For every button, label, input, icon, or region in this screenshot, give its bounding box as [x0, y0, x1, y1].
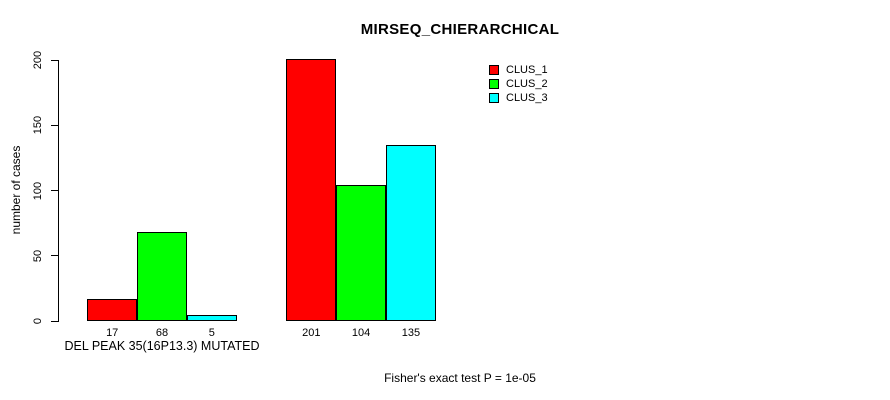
- y-tick-label-150: 150: [32, 116, 44, 135]
- bar-value-clus_3-group-2: 135: [401, 327, 421, 339]
- bar-clus_2-group-1: [137, 232, 187, 321]
- chart-title: MIRSEQ_CHIERARCHICAL: [360, 21, 560, 38]
- legend-swatch-clus_3: [489, 93, 499, 103]
- y-axis-line: [58, 60, 59, 322]
- bar-clus_2-group-2: [336, 185, 386, 321]
- bar-clus_1-group-2: [286, 58, 337, 321]
- bar-value-clus_1-group-1: 17: [106, 327, 119, 339]
- bar-clus_3-group-1: [186, 314, 237, 321]
- legend-swatch-clus_1: [489, 65, 499, 75]
- bar-value-clus_1-group-2: 201: [302, 327, 321, 339]
- bar-clus_1-group-1: [87, 298, 138, 321]
- legend-label-clus_1: CLUS_1: [506, 64, 548, 76]
- legend-label-clus_2: CLUS_2: [506, 78, 548, 90]
- bar-value-clus_3-group-1: 5: [208, 327, 215, 339]
- legend-row-clus_1: CLUS_1: [489, 63, 548, 77]
- legend: CLUS_1 CLUS_2 CLUS_3: [489, 63, 548, 105]
- x-group-label: DEL PEAK 35(16P13.3) MUTATED: [64, 339, 260, 353]
- y-tick-label-200: 200: [32, 50, 44, 70]
- y-tick-label-100: 100: [32, 181, 44, 200]
- y-tick-50: [51, 255, 58, 257]
- y-tick-200: [51, 59, 58, 61]
- legend-row-clus_2: CLUS_2: [489, 77, 548, 91]
- y-tick-100: [51, 190, 58, 191]
- annotation-text: Fisher's exact test P = 1e-05: [384, 371, 536, 385]
- y-tick-label-0: 0: [32, 317, 44, 325]
- y-axis-label: number of cases: [9, 145, 23, 235]
- y-tick-150: [51, 124, 58, 126]
- y-tick-label-50: 50: [32, 249, 44, 262]
- bar-clus_3-group-2: [386, 144, 436, 321]
- legend-row-clus_3: CLUS_3: [489, 91, 548, 105]
- legend-label-clus_3: CLUS_3: [506, 92, 548, 104]
- y-tick-0: [51, 320, 58, 322]
- legend-swatch-clus_2: [489, 79, 499, 89]
- bar-value-clus_2-group-2: 104: [351, 327, 371, 339]
- bar-value-clus_2-group-1: 68: [155, 327, 169, 339]
